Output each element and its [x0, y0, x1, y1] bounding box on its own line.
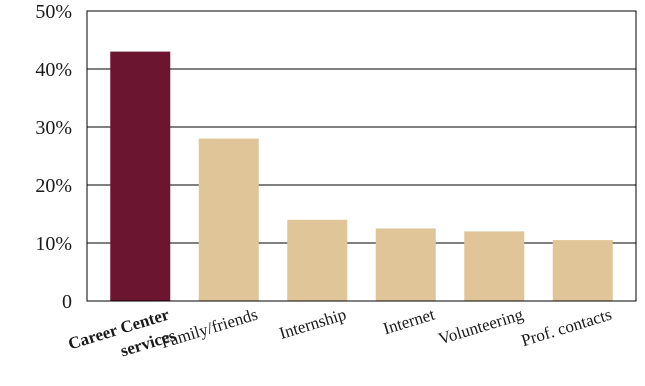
x-tick-label: Family/friends — [159, 305, 260, 352]
x-tick-label: Volunteering — [436, 305, 526, 349]
y-tick-label: 20% — [35, 175, 72, 197]
y-tick-label: 40% — [35, 59, 72, 81]
x-tick-label: Internship — [277, 305, 348, 343]
y-tick-label: 50% — [35, 1, 72, 23]
y-tick-label: 0 — [62, 291, 72, 313]
bar — [287, 219, 348, 301]
bar — [375, 228, 436, 301]
bar — [552, 240, 613, 301]
y-tick-label: 30% — [35, 117, 72, 139]
gridlines — [87, 68, 636, 244]
bar — [464, 231, 525, 301]
bars — [110, 51, 613, 301]
x-tick-label: Prof. contacts — [519, 305, 614, 351]
y-tick-label: 10% — [35, 233, 72, 255]
bar — [110, 51, 171, 301]
x-tick-label: Internet — [381, 305, 437, 339]
bar — [198, 138, 259, 301]
plot-frame — [86, 10, 637, 302]
y-axis-ticks: 0 10% 20% 30% 40% 50% — [35, 1, 72, 313]
